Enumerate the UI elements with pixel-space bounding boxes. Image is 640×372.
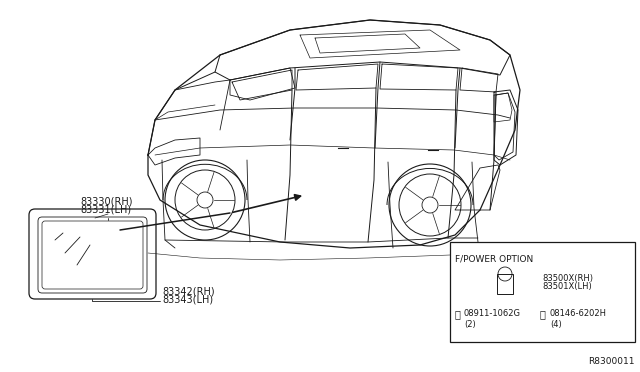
Text: 83501X(LH): 83501X(LH): [542, 282, 592, 291]
Text: Ⓢ: Ⓢ: [540, 309, 546, 319]
Text: 83342(RH): 83342(RH): [162, 286, 214, 296]
Text: 08911-1062G: 08911-1062G: [464, 310, 521, 318]
Text: F/POWER OPTION: F/POWER OPTION: [455, 254, 533, 263]
Bar: [450, 242, 635, 342]
Text: 83500X(RH): 83500X(RH): [542, 275, 593, 283]
Text: (4): (4): [550, 320, 562, 328]
Text: 08146-6202H: 08146-6202H: [550, 310, 607, 318]
Text: R8300011: R8300011: [589, 357, 635, 366]
Text: Ⓝ: Ⓝ: [455, 309, 461, 319]
Bar: [497, 274, 513, 294]
Text: 83343(LH): 83343(LH): [162, 294, 213, 304]
Text: 83330(RH): 83330(RH): [80, 196, 132, 206]
Text: (2): (2): [464, 320, 476, 328]
Text: 83331(LH): 83331(LH): [80, 204, 131, 214]
